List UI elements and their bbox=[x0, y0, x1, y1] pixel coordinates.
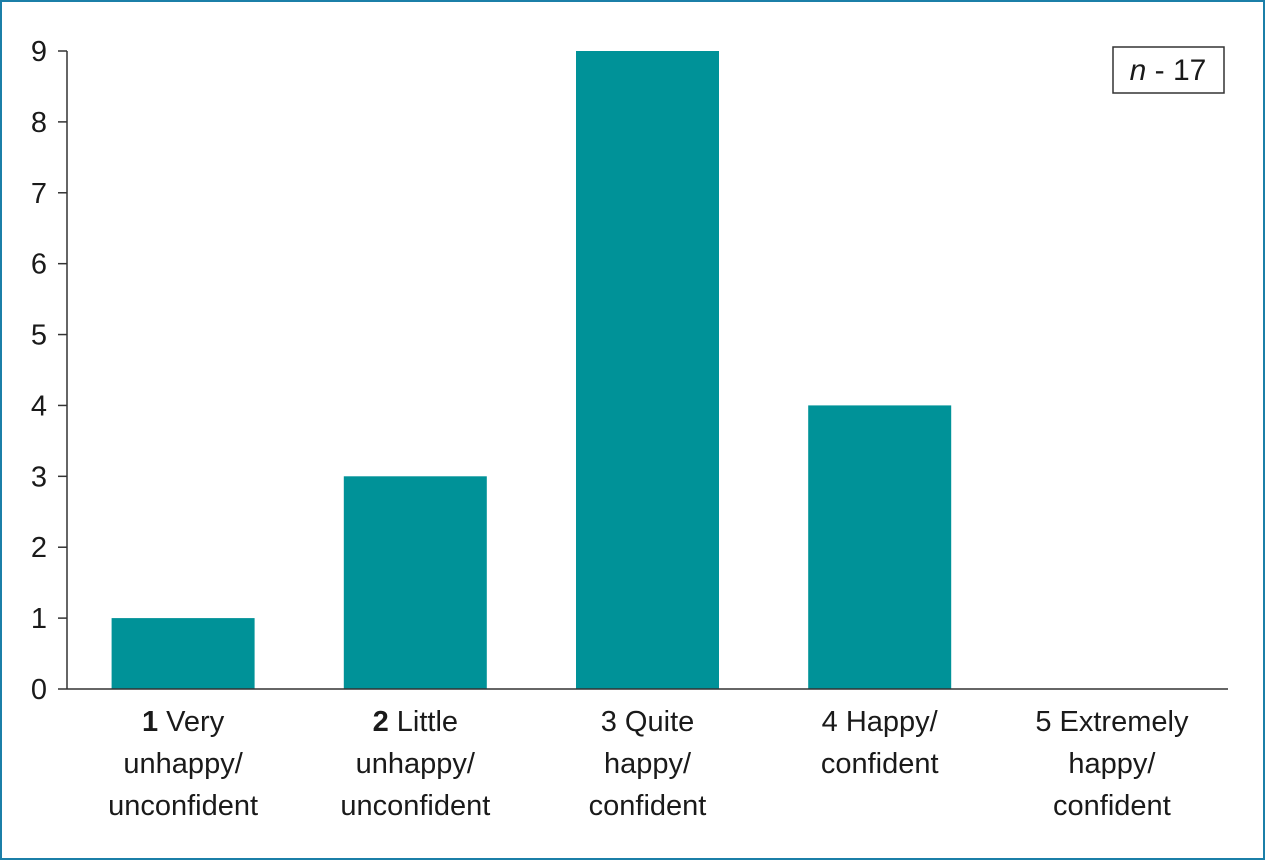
y-ticks-layer: 0 1 2 3 4 5 6 7 8 9 bbox=[31, 36, 67, 706]
sample-size-label: n - 17 bbox=[1130, 54, 1207, 87]
category-text: 4 Happy/ bbox=[822, 706, 939, 738]
category-text: unconfident bbox=[108, 790, 258, 822]
category-label-line: 4 Happy/ bbox=[822, 706, 939, 738]
sample-size-value: - 17 bbox=[1146, 54, 1206, 87]
category-label-line: unconfident bbox=[108, 790, 258, 822]
category-label-line: happy/ bbox=[1068, 748, 1156, 780]
category-text: Little bbox=[389, 706, 458, 738]
category-text: unhappy/ bbox=[123, 748, 243, 780]
category-text: happy/ bbox=[1068, 748, 1156, 780]
category-label-2: 2 Little unhappy/unconfident bbox=[340, 706, 490, 822]
category-label-1: 1 Very unhappy/unconfident bbox=[108, 706, 258, 822]
y-tick-label-7: 7 bbox=[31, 178, 47, 210]
category-label-line: confident bbox=[589, 790, 707, 822]
bar-1 bbox=[111, 618, 255, 689]
category-text: unconfident bbox=[340, 790, 490, 822]
category-text: happy/ bbox=[604, 748, 692, 780]
category-number: 1 bbox=[142, 706, 158, 738]
category-label-line: 1 Very bbox=[142, 706, 225, 738]
category-label-line: happy/ bbox=[604, 748, 692, 780]
category-label-line: 5 Extremely bbox=[1035, 706, 1189, 738]
category-label-line: 3 Quite bbox=[601, 706, 695, 738]
category-label-line: confident bbox=[1053, 790, 1171, 822]
category-text: unhappy/ bbox=[356, 748, 476, 780]
category-label-3: 3 Quite happy/confident bbox=[589, 706, 707, 822]
y-tick-label-1: 1 bbox=[31, 603, 47, 635]
category-text: 3 Quite bbox=[601, 706, 695, 738]
category-number: 2 bbox=[373, 706, 389, 738]
sample-size-box-border bbox=[1112, 46, 1225, 94]
category-text: confident bbox=[589, 790, 707, 822]
y-tick-label-6: 6 bbox=[31, 249, 47, 281]
category-label-line: 2 Little bbox=[373, 706, 458, 738]
category-label-5: 5 Extremely happy/confident bbox=[1035, 706, 1189, 822]
category-text: Very bbox=[158, 706, 225, 738]
y-tick-label-9: 9 bbox=[31, 36, 47, 68]
sample-size-box: n - 17 bbox=[1112, 46, 1225, 94]
x-labels-layer: 1 Very unhappy/unconfident 2 Little unhappy… bbox=[108, 706, 1189, 822]
bar-4 bbox=[808, 405, 952, 689]
category-label-line: unhappy/ bbox=[123, 748, 243, 780]
category-label-4: 4 Happy/confident bbox=[821, 706, 939, 780]
category-label-line: unhappy/ bbox=[356, 748, 476, 780]
y-tick-label-2: 2 bbox=[31, 532, 47, 564]
y-tick-label-5: 5 bbox=[31, 320, 47, 352]
y-tick-label-8: 8 bbox=[31, 107, 47, 139]
axes-layer bbox=[66, 51, 1228, 690]
category-label-line: confident bbox=[821, 748, 939, 780]
category-text: confident bbox=[821, 748, 939, 780]
y-tick-label-4: 4 bbox=[31, 390, 47, 422]
y-tick-label-3: 3 bbox=[31, 461, 47, 493]
category-text: confident bbox=[1053, 790, 1171, 822]
category-text: 5 Extremely bbox=[1035, 706, 1189, 738]
y-tick-label-0: 0 bbox=[31, 674, 47, 706]
bars-layer bbox=[111, 51, 952, 689]
bar-2 bbox=[343, 476, 487, 689]
category-label-line: unconfident bbox=[340, 790, 490, 822]
bar-3 bbox=[576, 51, 719, 689]
sample-size-symbol: n bbox=[1130, 54, 1147, 87]
